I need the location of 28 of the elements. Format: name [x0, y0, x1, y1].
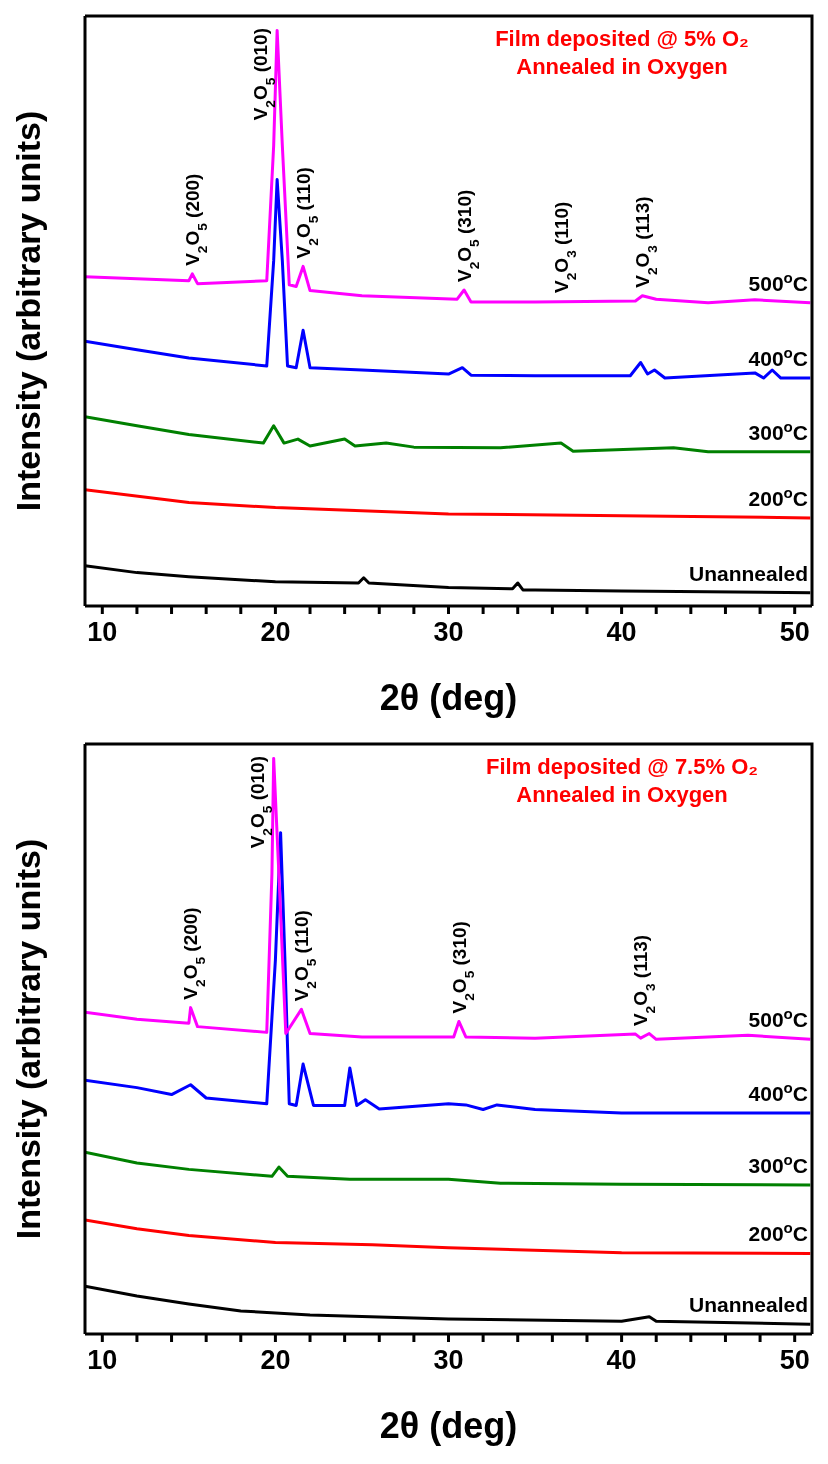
- y-axis-title: Intensity (arbitrary units): [9, 838, 48, 1240]
- x-tick-label: 10: [87, 1345, 118, 1376]
- y-axis-title: Intensity (arbitrary units): [9, 110, 48, 512]
- chart-title: Film deposited @ 7.5% O₂: [485, 754, 759, 779]
- series-label: 500$^{o}$C: [748, 268, 808, 295]
- x-tick-label: 50: [779, 1345, 810, 1376]
- x-tick-label: 20: [260, 617, 291, 648]
- chart-title: Film deposited @ 5% O₂: [495, 26, 749, 51]
- series-label: 500$^{o}$C: [748, 1004, 808, 1032]
- x-tick-label: 50: [779, 617, 810, 648]
- series-label: 300$^{o}$C: [748, 417, 808, 444]
- series-label: 400$^{o}$C: [748, 343, 808, 371]
- x-tick-label: 20: [260, 1345, 291, 1376]
- x-tick-label: 30: [433, 1345, 464, 1376]
- text: Annealed in Oxygen: [516, 54, 728, 79]
- series-label: Unannealed: [688, 561, 808, 585]
- series-label: Unannealed: [688, 1293, 808, 1317]
- x-axis-title: 2θ (deg): [379, 1405, 518, 1446]
- text: Annealed in Oxygen: [516, 782, 728, 807]
- x-axis-title: 2θ (deg): [379, 677, 518, 718]
- series-label: 200$^{o}$C: [748, 1218, 808, 1246]
- series-label: 300$^{o}$C: [748, 1150, 808, 1177]
- series-label: 400$^{o}$C: [748, 1078, 808, 1105]
- series-label: 200$^{o}$C: [748, 483, 808, 510]
- x-tick-label: 30: [433, 617, 464, 648]
- x-tick-label: 40: [606, 1345, 637, 1376]
- x-tick-label: 10: [87, 617, 118, 648]
- x-tick-label: 40: [606, 617, 637, 648]
